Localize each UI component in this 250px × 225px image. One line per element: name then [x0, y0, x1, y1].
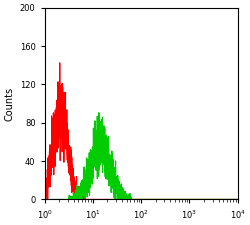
Y-axis label: Counts: Counts	[4, 86, 14, 121]
